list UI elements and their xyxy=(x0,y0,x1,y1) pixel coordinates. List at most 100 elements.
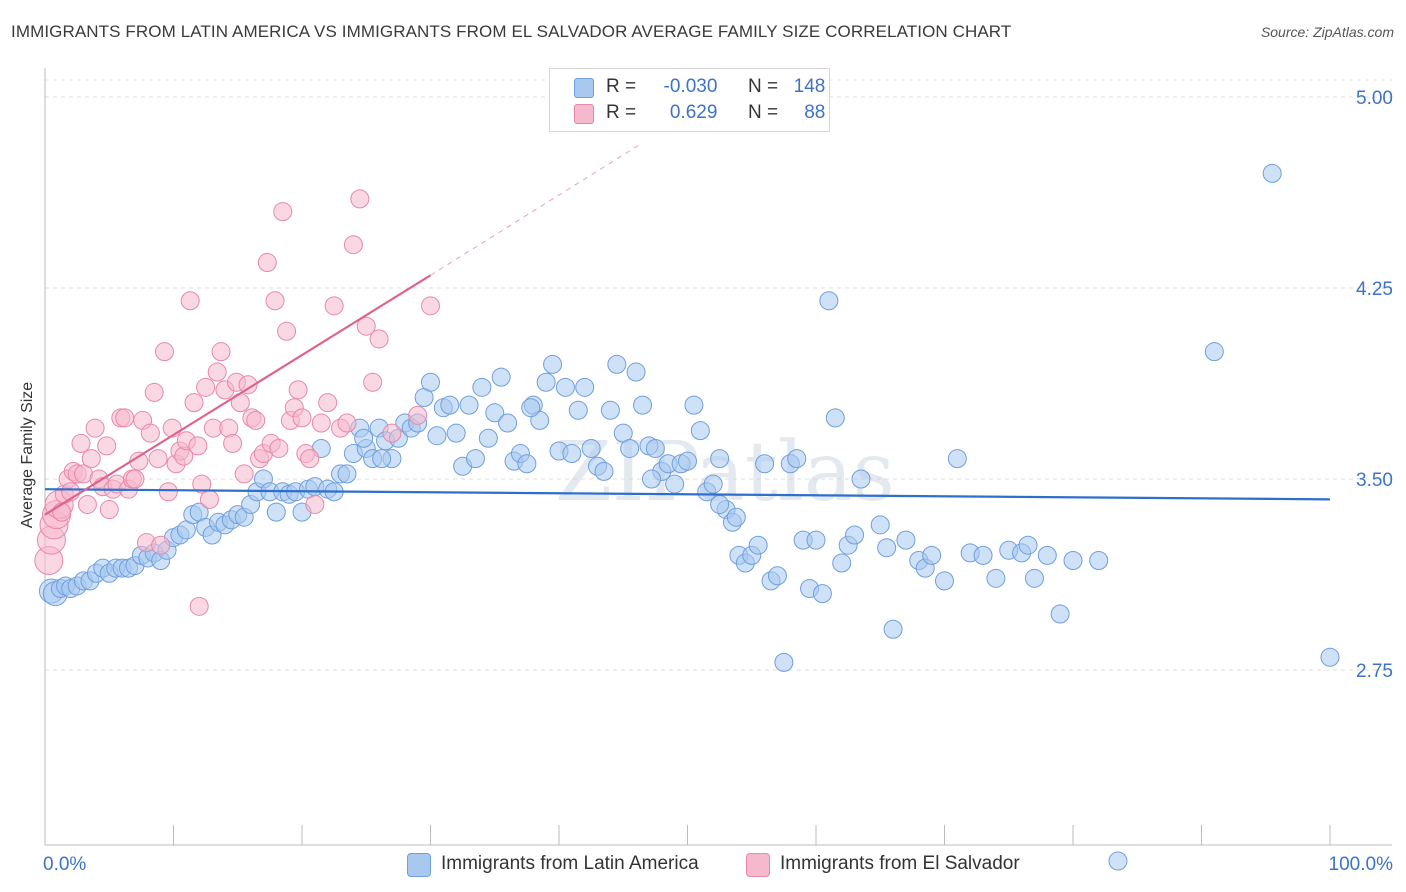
series-el-salvador xyxy=(34,189,440,616)
data-point xyxy=(223,433,243,453)
data-point xyxy=(350,189,370,209)
data-point xyxy=(324,296,344,316)
trend-line-extension xyxy=(430,142,643,276)
data-point xyxy=(690,421,710,441)
legend-n-value: 148 xyxy=(793,76,826,97)
grid-lines xyxy=(45,79,1392,671)
data-point xyxy=(845,525,865,545)
data-point xyxy=(1108,851,1128,871)
data-point xyxy=(192,474,212,494)
data-point xyxy=(288,380,308,400)
legend-n-value: 88 xyxy=(804,102,826,123)
series-latin-america xyxy=(38,163,1340,871)
data-point xyxy=(1018,535,1038,555)
data-point xyxy=(421,296,440,316)
data-point xyxy=(305,494,325,514)
data-point xyxy=(947,449,967,469)
trend-line xyxy=(44,274,432,516)
data-point xyxy=(485,403,505,423)
data-point xyxy=(1320,647,1340,667)
legend-swatch-el-salvador xyxy=(574,104,594,124)
data-point xyxy=(155,342,175,362)
data-point xyxy=(265,291,285,311)
data-point xyxy=(1050,604,1070,624)
data-point xyxy=(562,444,582,464)
data-point xyxy=(99,500,119,520)
data-point xyxy=(478,428,498,448)
data-point xyxy=(806,530,826,550)
data-point xyxy=(883,619,903,639)
data-point xyxy=(115,408,135,428)
data-point xyxy=(408,405,428,425)
data-point xyxy=(158,482,178,502)
data-point xyxy=(710,494,730,514)
data-point xyxy=(1037,545,1057,565)
data-point xyxy=(568,400,588,420)
bottom-legend-label: Immigrants from El Salvador xyxy=(780,853,1020,874)
data-point xyxy=(266,502,286,522)
data-point xyxy=(922,545,942,565)
data-points xyxy=(34,163,1340,871)
data-point xyxy=(748,535,768,555)
data-point xyxy=(607,354,627,374)
data-point xyxy=(973,545,993,565)
data-point xyxy=(600,400,620,420)
stats-legend: R = -0.030 N = 148 R = 0.629 N = 88 xyxy=(549,68,830,132)
data-point xyxy=(491,367,511,387)
data-point xyxy=(774,652,794,672)
data-point xyxy=(851,469,871,489)
data-point xyxy=(536,372,556,392)
tick-labels: 2.75 3.50 4.25 5.00 0.0% 100.0% xyxy=(43,88,1393,875)
data-point xyxy=(372,449,392,469)
data-point xyxy=(234,464,254,484)
data-point xyxy=(896,530,916,550)
data-point xyxy=(517,454,537,474)
axes xyxy=(44,68,1392,846)
data-point xyxy=(246,410,266,430)
data-point xyxy=(144,382,164,402)
data-point xyxy=(52,502,72,522)
data-point xyxy=(472,377,492,397)
data-point xyxy=(543,354,563,374)
data-point xyxy=(188,436,208,456)
data-point xyxy=(825,408,845,428)
data-point xyxy=(870,515,890,535)
data-point xyxy=(986,568,1006,588)
data-point xyxy=(446,423,466,443)
y-tick-label: 2.75 xyxy=(1356,661,1393,682)
data-point xyxy=(356,316,376,336)
data-point xyxy=(180,291,200,311)
data-point xyxy=(726,507,746,527)
data-point xyxy=(626,362,646,382)
data-point xyxy=(363,372,383,392)
trend-line xyxy=(44,488,1331,501)
data-point xyxy=(787,449,807,469)
data-point xyxy=(354,428,374,448)
data-point xyxy=(97,436,117,456)
data-point xyxy=(337,464,357,484)
data-point xyxy=(382,423,402,443)
data-point xyxy=(369,329,389,349)
data-point xyxy=(189,596,209,616)
data-point xyxy=(440,395,460,415)
data-point xyxy=(594,461,614,481)
data-point xyxy=(199,489,219,509)
data-point xyxy=(292,408,312,428)
data-point xyxy=(1204,342,1224,362)
data-point xyxy=(318,393,338,413)
data-point xyxy=(832,553,852,573)
data-point xyxy=(273,202,293,222)
data-point xyxy=(1089,550,1109,570)
data-point xyxy=(645,438,665,458)
legend-r-label: R = xyxy=(606,76,637,97)
data-point xyxy=(877,538,897,558)
bottom-legend-label: Immigrants from Latin America xyxy=(441,853,699,874)
data-point xyxy=(311,413,331,433)
data-point xyxy=(77,494,97,514)
data-point xyxy=(1262,163,1282,183)
data-point xyxy=(207,362,227,382)
data-point xyxy=(85,418,105,438)
legend-r-value: 0.629 xyxy=(669,102,718,123)
data-point xyxy=(238,375,258,395)
